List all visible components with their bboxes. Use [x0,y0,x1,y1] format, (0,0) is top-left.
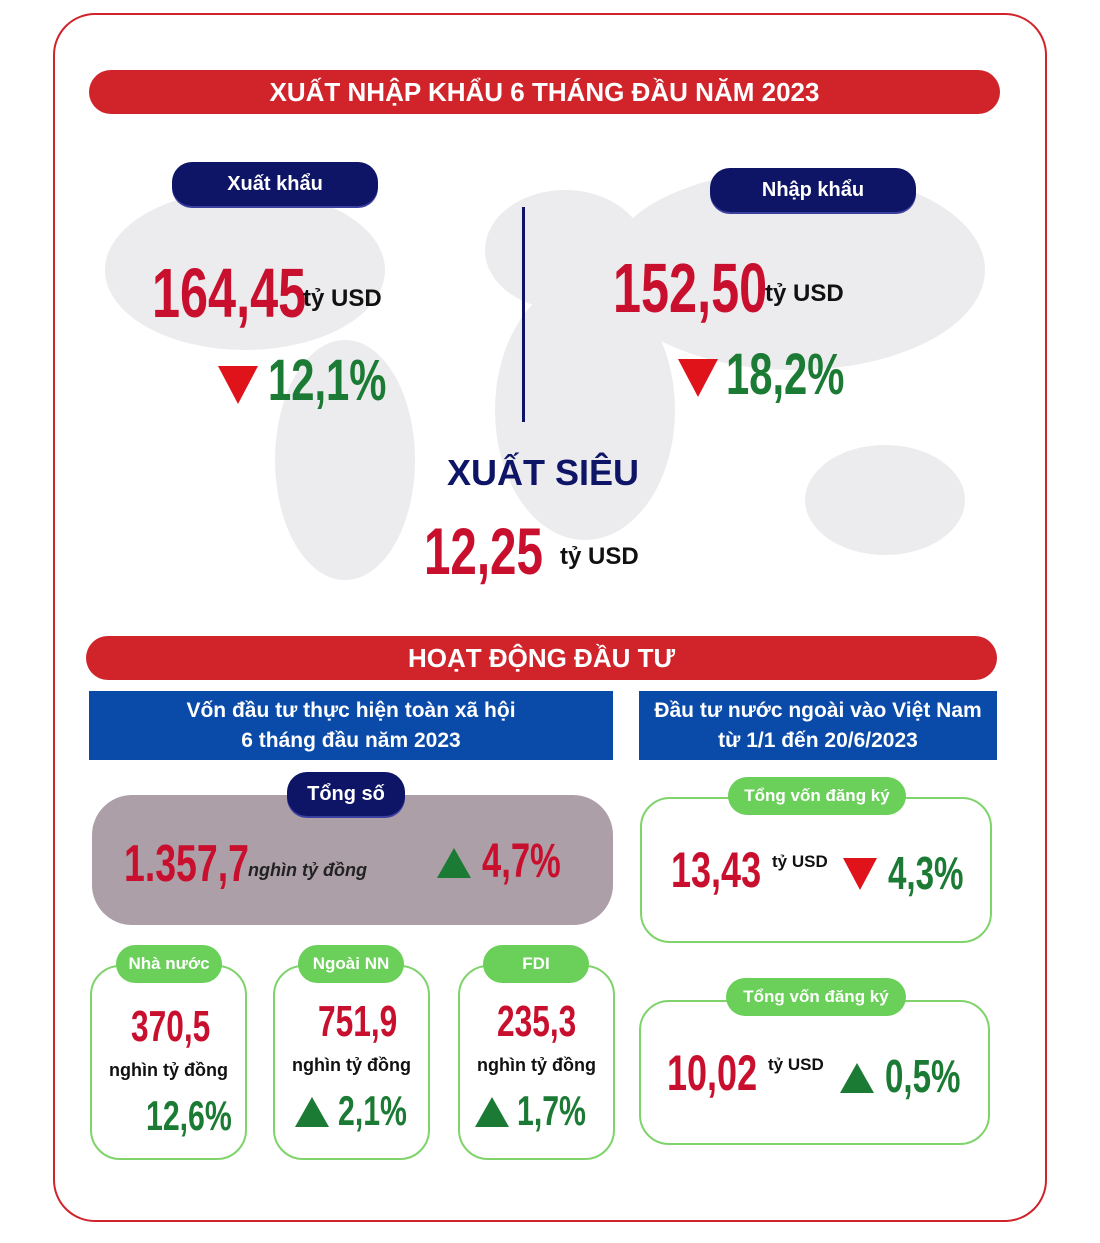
unit: nghìn tỷ đồng [248,860,367,880]
world-map [105,170,985,580]
change: 12,1% [268,348,387,413]
change: 0,5% [885,1050,961,1102]
change: 12,6% [146,1092,232,1139]
change: 1,7% [517,1087,586,1134]
unit: nghìn tỷ đồng [292,1055,411,1075]
down-arrow [218,366,258,404]
value: 751,9 [318,997,398,1046]
label-pill: FDI [483,945,589,983]
label-pill: Xuất khẩu [172,162,378,206]
down-arrow [843,858,877,890]
heading-line: Đầu tư nước ngoài vào Việt Nam [654,698,982,722]
up-arrow [475,1097,509,1127]
divider [522,207,525,422]
value: 235,3 [497,997,577,1046]
section-title: XUẤT NHẬP KHẨU 6 THÁNG ĐẦU NĂM 2023 [89,70,1000,114]
unit: tỷ USD [765,280,844,307]
change: 4,3% [888,847,964,899]
heading-box: Vốn đầu tư thực hiện toàn xã hội 6 tháng… [89,691,613,760]
heading-line: 6 tháng đầu năm 2023 [241,728,461,752]
surplus-label: XUẤT SIÊU [446,452,640,493]
frame [53,13,1047,1222]
section-title: HOẠT ĐỘNG ĐẦU TƯ [86,636,997,680]
label-pill: Nhập khẩu [710,168,916,212]
value: 152,50 [613,249,768,327]
unit: tỷ USD [772,852,828,871]
heading-box: Đầu tư nước ngoài vào Việt Nam từ 1/1 đế… [639,691,997,760]
label-pill: Ngoài NN [298,945,404,983]
value: 1.357,7 [124,835,249,893]
total-box [92,795,613,925]
up-arrow [840,1063,874,1093]
value: 164,45 [152,254,307,332]
value: 10,02 [667,1045,758,1101]
unit: tỷ USD [303,285,382,312]
unit: nghìn tỷ đồng [477,1055,596,1075]
label-pill: Tổng vốn đăng ký [726,978,906,1016]
unit: nghìn tỷ đồng [109,1060,228,1080]
value: 13,43 [671,842,762,898]
heading-line: Vốn đầu tư thực hiện toàn xã hội [186,698,516,722]
value: 12,25 [424,514,543,588]
down-arrow [678,359,718,397]
up-arrow [437,848,471,878]
change: 4,7% [482,835,561,888]
label-pill: Nhà nước [116,945,222,983]
heading-line: từ 1/1 đến 20/6/2023 [718,728,918,752]
change: 2,1% [338,1087,407,1134]
change: 18,2% [726,342,845,407]
value: 370,5 [131,1002,211,1051]
label-pill: Tổng số [287,772,405,816]
unit: tỷ USD [768,1055,824,1074]
label-pill: Tổng vốn đăng ký [728,777,906,815]
up-arrow [295,1097,329,1127]
unit: tỷ USD [560,543,639,570]
